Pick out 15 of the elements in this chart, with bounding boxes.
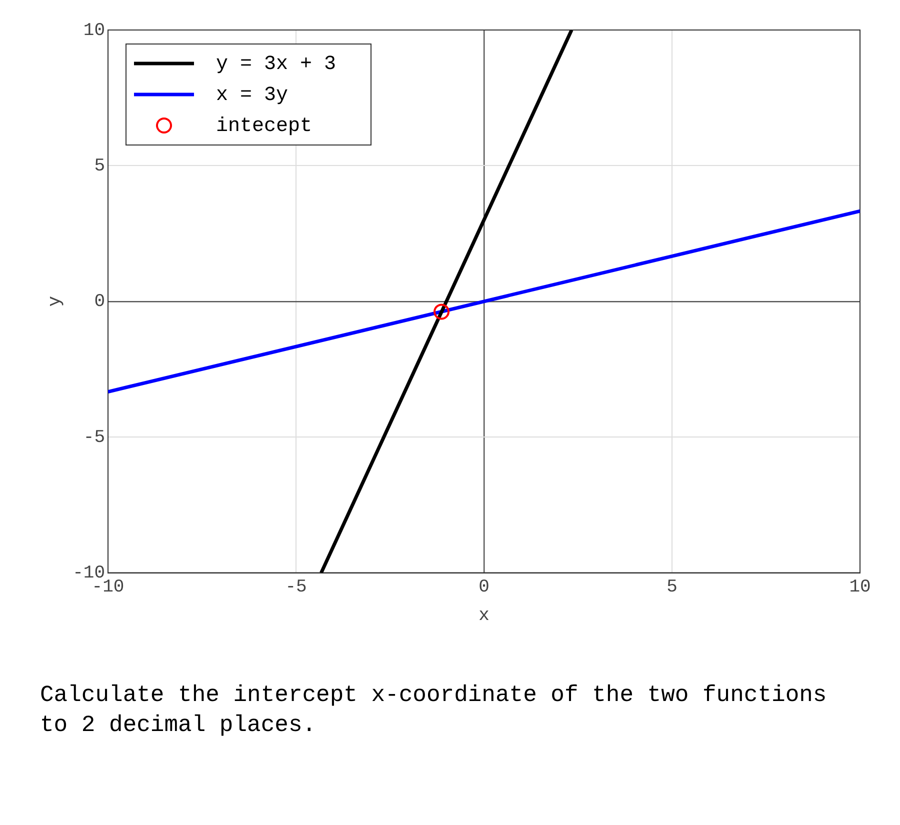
legend-label: y = 3x + 3 xyxy=(216,52,336,76)
x-axis-title: x xyxy=(478,606,490,626)
y-tick-label: -5 xyxy=(83,428,106,448)
y-tick-label: 5 xyxy=(94,156,106,176)
y-tick-label: -10 xyxy=(72,564,106,584)
x-tick-label: 5 xyxy=(666,577,678,598)
y-tick-label: 10 xyxy=(83,20,106,41)
x-tick-label: 10 xyxy=(849,577,871,598)
legend-label: x = 3y xyxy=(216,84,288,107)
y-axis-title: y xyxy=(46,296,66,307)
text: Calculate the intercept x-coordinate of the two functions to 2 decimal places. xyxy=(40,681,828,740)
y-tick-label: 0 xyxy=(94,292,106,312)
x-tick-label: 0 xyxy=(478,577,490,598)
legend-label: intecept xyxy=(216,114,312,138)
x-tick-label: -5 xyxy=(285,577,307,598)
